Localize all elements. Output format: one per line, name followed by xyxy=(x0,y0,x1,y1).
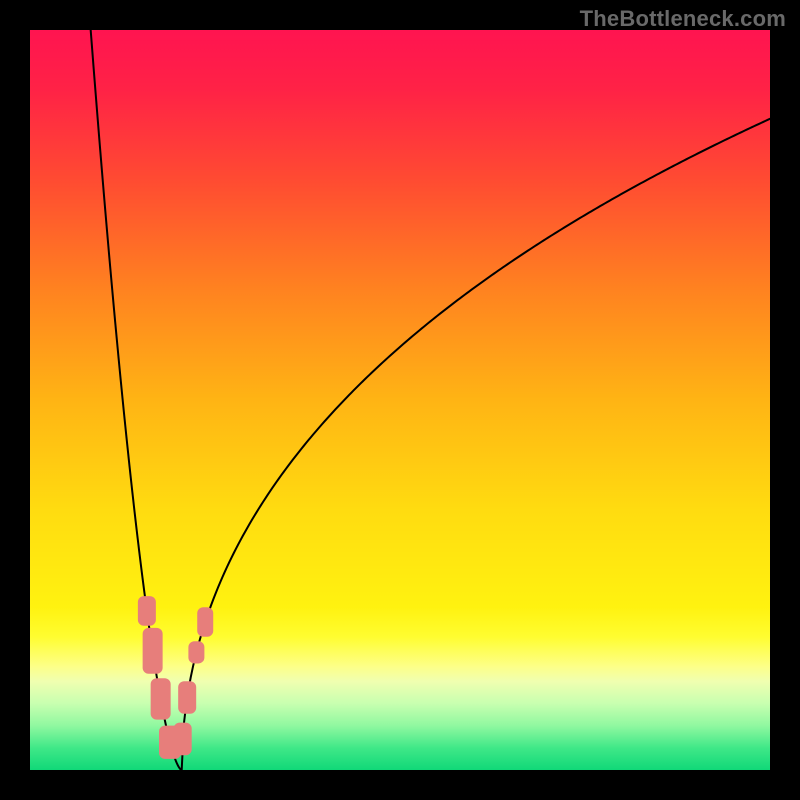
curve-marker xyxy=(188,641,204,663)
plot-area xyxy=(30,30,770,770)
chart-container: TheBottleneck.com xyxy=(0,0,800,800)
curve-marker xyxy=(151,678,171,719)
gradient-background xyxy=(30,30,770,770)
curve-marker xyxy=(197,607,213,637)
curve-marker xyxy=(174,723,192,756)
curve-marker xyxy=(138,596,156,626)
v-curve-chart xyxy=(30,30,770,770)
curve-marker xyxy=(143,628,163,674)
curve-marker xyxy=(178,681,196,714)
watermark-text: TheBottleneck.com xyxy=(580,6,786,32)
